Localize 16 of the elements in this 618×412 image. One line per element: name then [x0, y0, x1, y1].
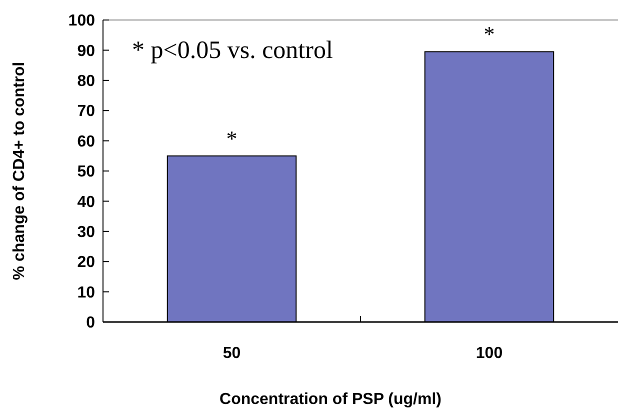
y-tick-label: 40	[77, 194, 96, 211]
y-tick-label: 100	[68, 12, 96, 30]
y-tick-label: 50	[77, 164, 96, 181]
annotation: * p<0.05 vs. control	[132, 37, 333, 64]
y-tick-label: 20	[77, 254, 96, 272]
y-tick-label: 70	[77, 103, 96, 120]
y-tick-label: 60	[77, 133, 96, 150]
x-axis-title: Concentration of PSP (ug/ml)	[220, 391, 442, 408]
y-tick-label: 10	[77, 284, 96, 302]
y-tick-label: 0	[86, 314, 96, 332]
y-tick-label: 80	[77, 73, 96, 90]
annotation: *	[226, 126, 238, 151]
y-axis-title: % change of CD4+ to control	[11, 62, 28, 280]
y-tick-label: 90	[77, 42, 96, 60]
annotation: *	[484, 22, 495, 47]
y-tick-label: 30	[77, 224, 96, 241]
